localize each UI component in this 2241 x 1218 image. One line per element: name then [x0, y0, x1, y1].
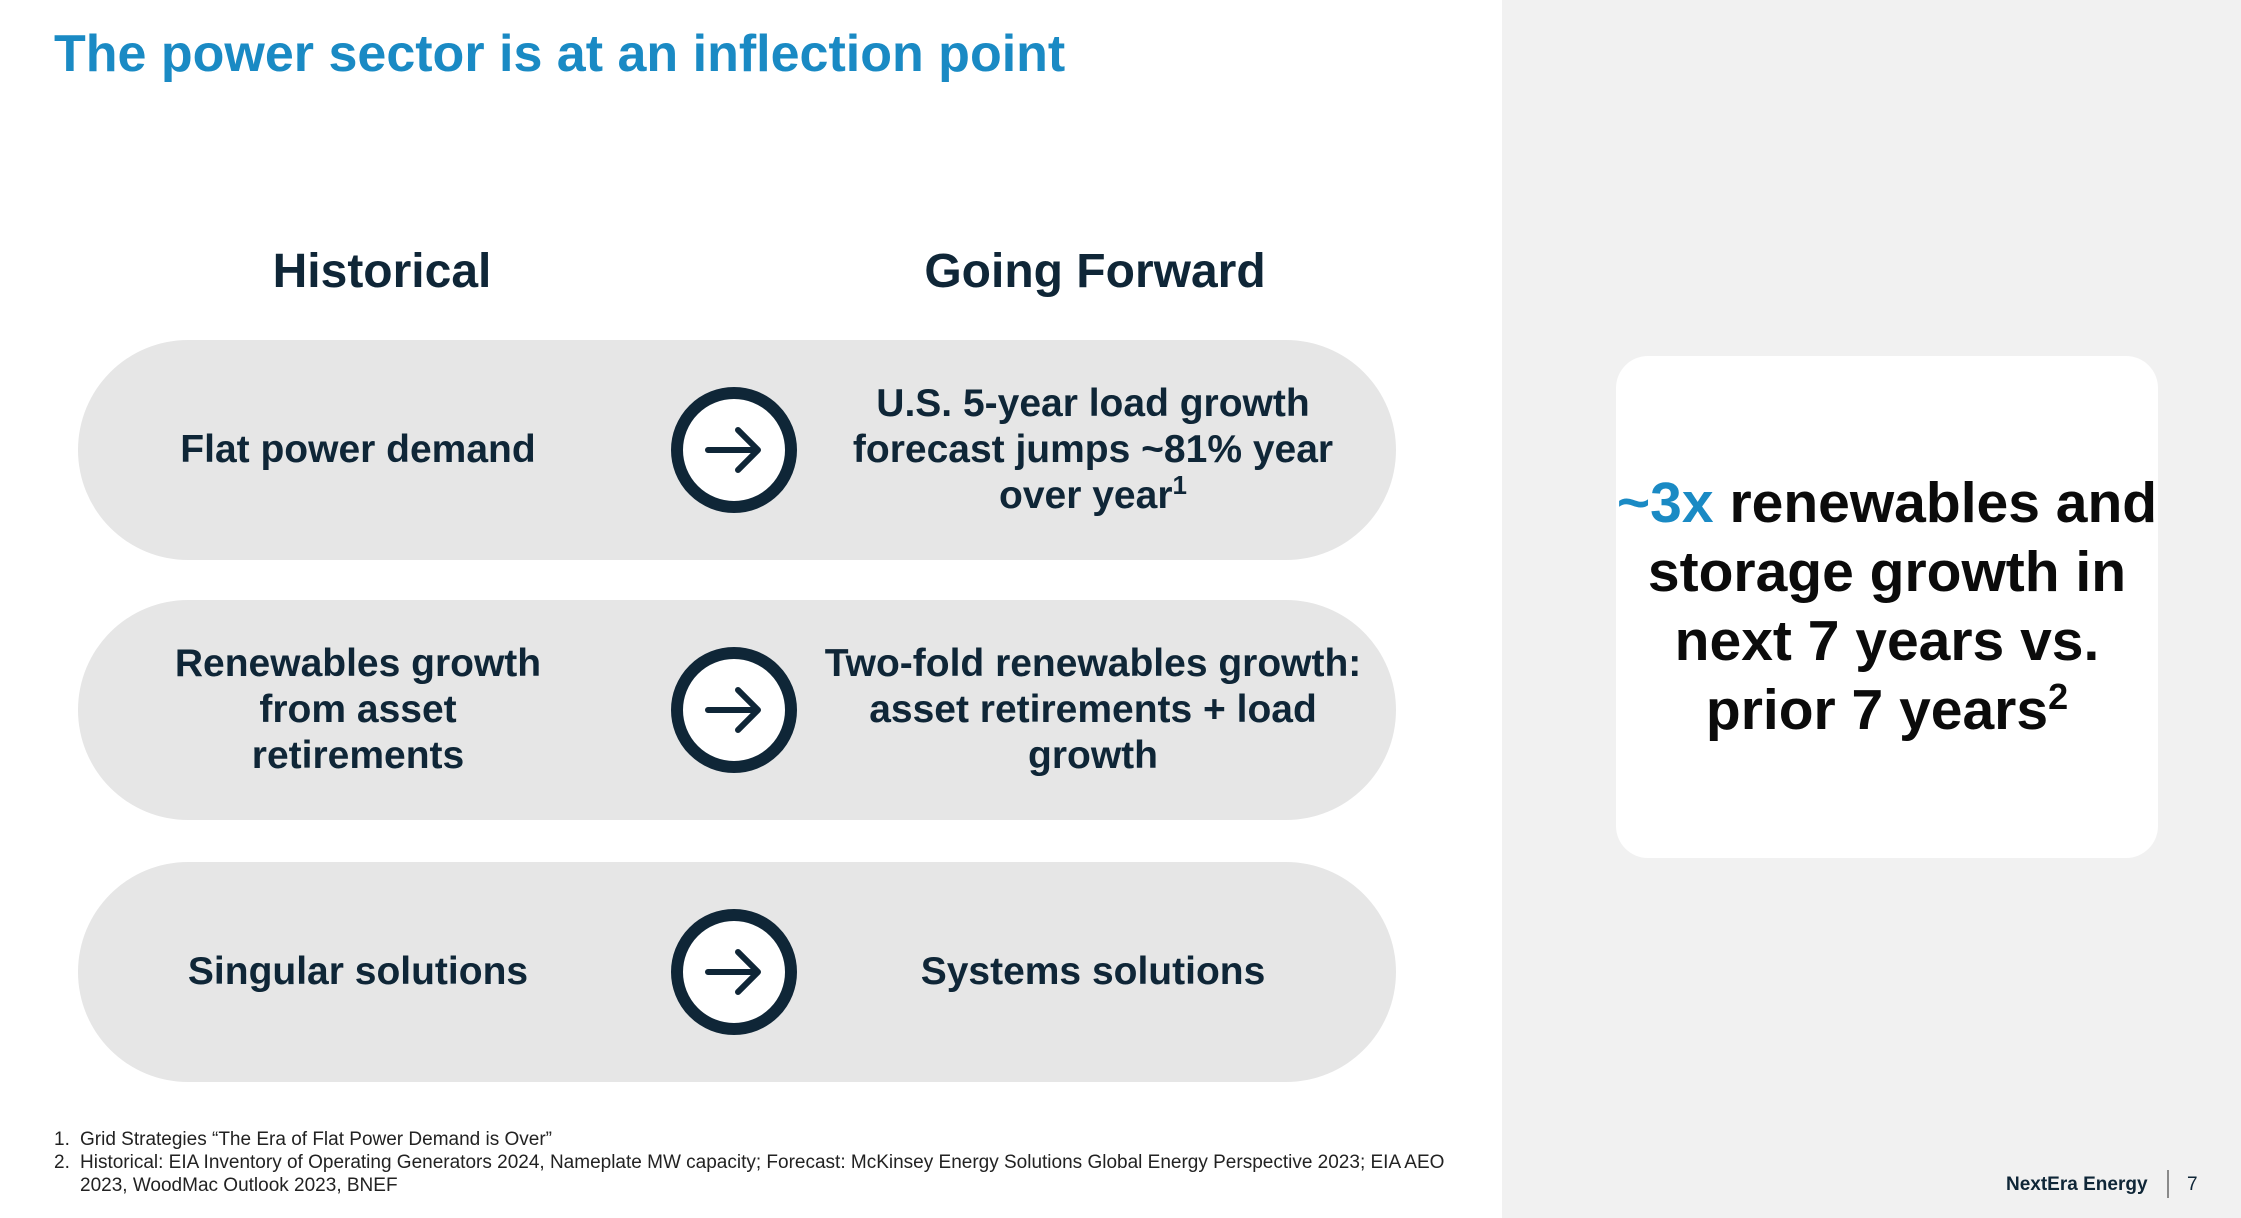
- forward-item: U.S. 5-year load growth forecast jumps ~…: [813, 340, 1373, 560]
- brand-name: NextEra Energy: [2006, 1174, 2148, 1195]
- footnote-number: 1.: [54, 1129, 70, 1150]
- historical-item: Renewables growth from asset retirements: [174, 642, 542, 777]
- comparison-row: Renewables growth from asset retirements…: [78, 600, 1396, 820]
- column-header-going-forward: Going Forward: [924, 245, 1266, 298]
- page-number: 7: [2187, 1174, 2198, 1195]
- historical-item: Singular solutions: [187, 950, 529, 993]
- column-header-historical: Historical: [272, 245, 492, 298]
- footnote-ref: 2: [2048, 676, 2069, 717]
- stat-description: renewables and storage growth in next 7 …: [1647, 471, 2158, 742]
- forward-item-text: U.S. 5-year load growth forecast jumps ~…: [852, 382, 1334, 517]
- arrow-right-icon: [671, 909, 797, 1035]
- stat-callout-card: ~3x renewables and storage growth in nex…: [1616, 356, 2158, 858]
- footnote-text: Historical: EIA Inventory of Operating G…: [80, 1152, 1445, 1196]
- footnote: 1. Grid Strategies “The Era of Flat Powe…: [54, 1128, 1484, 1151]
- stat-accent-value: ~3x: [1616, 471, 1714, 535]
- footnotes: 1. Grid Strategies “The Era of Flat Powe…: [54, 1128, 1484, 1197]
- footnote-ref: 1: [1172, 470, 1187, 500]
- forward-item: Two-fold renewables growth: asset retire…: [824, 642, 1362, 777]
- footnote: 2. Historical: EIA Inventory of Operatin…: [54, 1151, 1484, 1197]
- footer-divider: [2167, 1170, 2169, 1198]
- footnote-number: 2.: [54, 1152, 70, 1173]
- stat-callout-text: ~3x renewables and storage growth in nex…: [1616, 469, 2158, 745]
- footnote-text: Grid Strategies “The Era of Flat Power D…: [80, 1129, 552, 1150]
- slide-title: The power sector is at an inflection poi…: [54, 25, 1066, 83]
- comparison-row: Flat power demand U.S. 5-year load growt…: [78, 340, 1396, 560]
- comparison-row: Singular solutions Systems solutions: [78, 862, 1396, 1082]
- arrow-right-icon: [671, 647, 797, 773]
- historical-item: Flat power demand: [180, 428, 536, 471]
- arrow-right-icon: [671, 387, 797, 513]
- forward-item: Systems solutions: [920, 950, 1266, 993]
